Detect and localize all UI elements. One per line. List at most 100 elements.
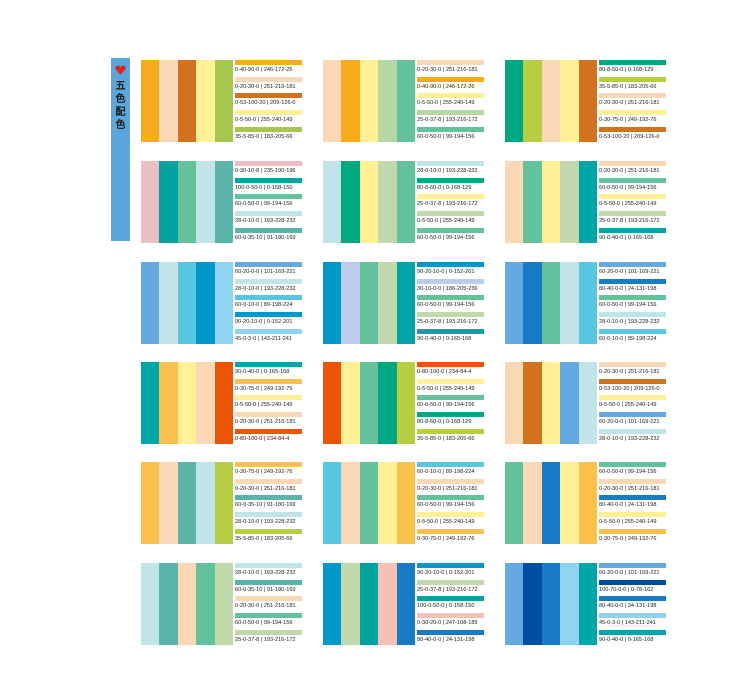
color-code: 80-40-0-0 | 24-131-198	[417, 637, 475, 643]
color-strip	[323, 60, 342, 142]
color-strips	[141, 161, 234, 243]
color-code: 0-20-30-0 | 251-216-181	[599, 168, 660, 174]
legend-swatch	[599, 596, 666, 601]
color-strip	[141, 262, 160, 344]
color-strip	[396, 262, 416, 344]
color-strip	[341, 563, 360, 645]
palette-card: 0-30-75-0 | 249-192-76 0-20-30-0 | 251-21…	[141, 462, 302, 544]
color-strip	[214, 462, 234, 544]
legend-swatch	[235, 194, 302, 199]
color-code: 28-0-10-0 | 193-228-232	[599, 319, 660, 325]
palette-card: 80-8-60-0 | 0-168-129 35-5-85-0 | 183-205…	[505, 60, 666, 142]
legend-swatch	[417, 93, 484, 98]
color-strip	[578, 462, 598, 544]
color-code: 60-0-50-0 | 99-194-156	[599, 302, 657, 308]
color-code: 60-20-0-0 | 101-169-221	[599, 570, 660, 576]
color-strip	[396, 462, 416, 544]
legend-swatch	[417, 563, 484, 568]
color-strip	[341, 262, 360, 344]
color-strip	[323, 563, 342, 645]
color-strip	[505, 60, 524, 142]
legend-swatch	[417, 630, 484, 635]
legend-swatch	[235, 412, 302, 417]
legend-swatch	[599, 462, 666, 467]
legend-swatch	[235, 262, 302, 267]
color-strip	[505, 462, 524, 544]
color-legend: 0-40-90-0 | 246-172-26 0-20-30-0 | 251-21…	[235, 60, 302, 142]
color-code: 0-20-30-0 | 251-216-181	[417, 67, 478, 73]
legend-swatch	[417, 512, 484, 517]
color-code: 0-53-100-20 | 209-126-0	[235, 100, 296, 106]
color-strip	[159, 563, 178, 645]
color-code: 0-5-50-0 | 255-240-149	[417, 100, 475, 106]
color-strip	[396, 563, 416, 645]
color-code: 0-5-50-0 | 255-240-149	[417, 519, 475, 525]
color-code: 0-40-90-0 | 246-172-26	[235, 67, 293, 73]
legend-swatch	[235, 630, 302, 635]
color-code: 0-30-75-0 | 249-192-76	[599, 536, 657, 542]
color-code: 0-5-50-0 | 255-240-149	[599, 201, 657, 207]
legend-swatch	[417, 479, 484, 484]
color-code: 35-5-85-0 | 183-205-66	[235, 536, 293, 542]
color-strip	[578, 262, 598, 344]
legend-swatch	[417, 379, 484, 384]
legend-swatch	[599, 127, 666, 132]
color-code: 0-30-75-0 | 249-192-76	[417, 536, 475, 542]
color-strip	[159, 262, 178, 344]
color-code: 0-30-75-0 | 249-192-76	[599, 117, 657, 123]
side-tab: 五 色 配 色	[111, 58, 130, 241]
color-strip	[196, 362, 215, 444]
palette-card: 0-20-30-0 | 251-216-181 60-0-50-0 | 99-19…	[505, 161, 666, 243]
legend-swatch	[417, 228, 484, 233]
color-strip	[359, 161, 379, 243]
color-strip	[578, 362, 598, 444]
legend-swatch	[235, 529, 302, 534]
color-code: 28-0-10-0 | 193-228-232	[235, 286, 296, 292]
color-code: 60-0-10-0 | 89-198-224	[417, 469, 475, 475]
color-strip	[560, 563, 579, 645]
color-legend: 0-20-30-0 | 251-216-181 0-53-100-20 | 209…	[599, 362, 666, 444]
legend-swatch	[599, 512, 666, 517]
legend-swatch	[235, 580, 302, 585]
color-code: 28-0-10-0 | 193-228-232	[599, 436, 660, 442]
color-strip	[578, 563, 598, 645]
color-code: 28-0-10-0 | 193-228-232	[235, 570, 296, 576]
color-strips	[505, 362, 598, 444]
palette-card: 0-20-30-0 | 251-216-181 0-53-100-20 | 209…	[505, 362, 666, 444]
legend-swatch	[235, 395, 302, 400]
color-strip	[141, 462, 160, 544]
color-strip	[323, 262, 342, 344]
color-code: 0-5-50-0 | 255-240-149	[235, 402, 293, 408]
color-code: 45-0-3-0 | 143-211-241	[235, 336, 293, 342]
color-strip	[177, 563, 197, 645]
color-strip	[141, 563, 160, 645]
color-strip	[323, 362, 342, 444]
palette-card: 0-20-30-0 | 251-216-181 0-40-90-0 | 246-1…	[323, 60, 484, 142]
color-strip	[196, 462, 215, 544]
color-strip	[560, 60, 579, 142]
color-code: 60-0-50-0 | 99-194-156	[599, 469, 657, 475]
side-tab-label: 五 色 配 色	[115, 81, 126, 131]
color-code: 80-8-60-0 | 0-168-129	[417, 419, 472, 425]
color-strip	[141, 362, 160, 444]
legend-swatch	[235, 379, 302, 384]
color-strips	[141, 262, 234, 344]
color-code: 30-10-0-0 | 186-205-236	[417, 286, 478, 292]
color-strip	[523, 362, 542, 444]
color-code: 0-20-30-0 | 251-216-181	[235, 603, 296, 609]
color-strips	[505, 563, 598, 645]
color-strip	[541, 563, 561, 645]
color-strip	[578, 161, 598, 243]
legend-swatch	[417, 462, 484, 467]
color-code: 25-0-37-8 | 193-216-172	[599, 218, 660, 224]
legend-swatch	[417, 178, 484, 183]
color-strip	[177, 60, 197, 142]
legend-swatch	[417, 613, 484, 618]
color-legend: 0-80-100-0 | 234-84-4 0-5-50-0 | 255-240-…	[417, 362, 484, 444]
color-code: 60-0-50-0 | 99-194-156	[417, 235, 475, 241]
color-code: 90-20-10-0 | 0-152-201	[417, 570, 475, 576]
color-code: 60-0-50-0 | 99-194-156	[599, 185, 657, 191]
legend-swatch	[417, 262, 484, 267]
legend-swatch	[235, 228, 302, 233]
legend-swatch	[599, 329, 666, 334]
